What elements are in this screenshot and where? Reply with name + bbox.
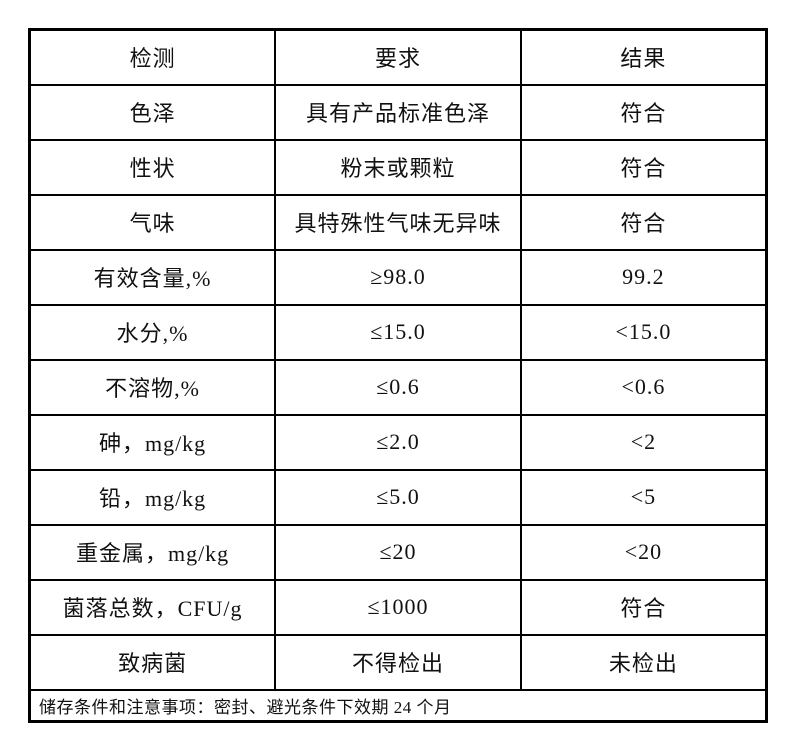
footer-row: 储存条件和注意事项：密封、避光条件下效期 24 个月 — [28, 688, 768, 722]
table-row-form: 性状 粉末或颗粒 符合 — [28, 138, 768, 196]
result-cell: 符合 — [519, 83, 768, 141]
requirement-cell: ≥98.0 — [274, 248, 522, 306]
col-header-requirement: 要求 — [274, 28, 522, 86]
table-row-insoluble: 不溶物,% ≤0.6 <0.6 — [28, 358, 768, 416]
test-item-cell: 不溶物,% — [28, 358, 277, 416]
inspection-table: 检测 要求 结果 色泽 具有产品标准色泽 符合 性状 粉末或颗粒 符合 气味 具… — [28, 28, 768, 723]
storage-note: 储存条件和注意事项：密封、避光条件下效期 24 个月 — [28, 688, 768, 722]
table-row-color: 色泽 具有产品标准色泽 符合 — [28, 83, 768, 141]
test-item-cell: 重金属，mg/kg — [28, 523, 277, 581]
test-item-cell: 铅，mg/kg — [28, 468, 277, 526]
test-item-cell: 有效含量,% — [28, 248, 277, 306]
result-cell: 符合 — [519, 193, 768, 251]
test-item-cell: 水分,% — [28, 303, 277, 361]
requirement-cell: ≤0.6 — [274, 358, 522, 416]
test-item-cell: 致病菌 — [28, 633, 277, 691]
header-row: 检测 要求 结果 — [28, 28, 768, 86]
requirement-cell: 具有产品标准色泽 — [274, 83, 522, 141]
table-row-pathogens: 致病菌 不得检出 未检出 — [28, 633, 768, 691]
result-cell: <0.6 — [519, 358, 768, 416]
table-row-lead: 铅，mg/kg ≤5.0 <5 — [28, 468, 768, 526]
requirement-cell: ≤5.0 — [274, 468, 522, 526]
inspection-report: 检测 要求 结果 色泽 具有产品标准色泽 符合 性状 粉末或颗粒 符合 气味 具… — [28, 28, 768, 723]
result-cell: 符合 — [519, 138, 768, 196]
table-row-odor: 气味 具特殊性气味无异味 符合 — [28, 193, 768, 251]
requirement-cell: 粉末或颗粒 — [274, 138, 522, 196]
requirement-cell: ≤2.0 — [274, 413, 522, 471]
result-cell: 99.2 — [519, 248, 768, 306]
table-row-total-plate-count: 菌落总数，CFU/g ≤1000 符合 — [28, 578, 768, 636]
requirement-cell: ≤15.0 — [274, 303, 522, 361]
result-cell: <20 — [519, 523, 768, 581]
table-row-arsenic: 砷，mg/kg ≤2.0 <2 — [28, 413, 768, 471]
table-row-assay: 有效含量,% ≥98.0 99.2 — [28, 248, 768, 306]
result-cell: <2 — [519, 413, 768, 471]
requirement-cell: ≤20 — [274, 523, 522, 581]
test-item-cell: 砷，mg/kg — [28, 413, 277, 471]
result-cell: 符合 — [519, 578, 768, 636]
test-item-cell: 气味 — [28, 193, 277, 251]
col-header-result: 结果 — [519, 28, 768, 86]
table-row-heavy-metals: 重金属，mg/kg ≤20 <20 — [28, 523, 768, 581]
result-cell: <15.0 — [519, 303, 768, 361]
table-row-moisture: 水分,% ≤15.0 <15.0 — [28, 303, 768, 361]
col-header-test: 检测 — [28, 28, 277, 86]
requirement-cell: 具特殊性气味无异味 — [274, 193, 522, 251]
test-item-cell: 性状 — [28, 138, 277, 196]
test-item-cell: 菌落总数，CFU/g — [28, 578, 277, 636]
requirement-cell: ≤1000 — [274, 578, 522, 636]
result-cell: <5 — [519, 468, 768, 526]
result-cell: 未检出 — [519, 633, 768, 691]
test-item-cell: 色泽 — [28, 83, 277, 141]
requirement-cell: 不得检出 — [274, 633, 522, 691]
